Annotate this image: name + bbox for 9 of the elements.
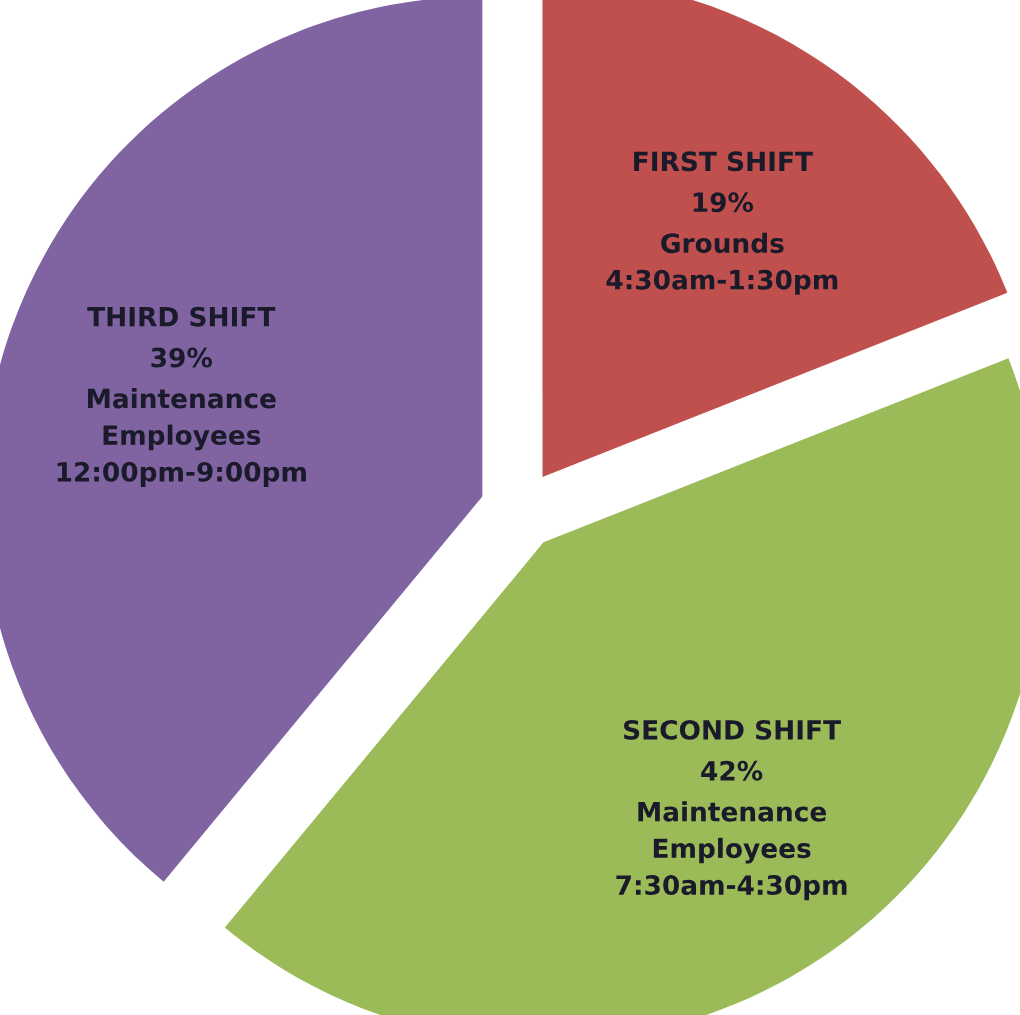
slice-label: FIRST SHIFT bbox=[634, 151, 813, 172]
slice-label: SECOND SHIFT bbox=[624, 719, 841, 740]
slice-label: THIRD SHIFT bbox=[87, 306, 276, 327]
text: Maintenance Employees 7:30am-4:30pm bbox=[616, 801, 847, 901]
text: Grounds 4:30am-1:30pm bbox=[606, 232, 838, 295]
data-label: 39% bbox=[151, 347, 213, 368]
data-label: 42% bbox=[701, 760, 763, 781]
data-label: 19% bbox=[693, 192, 754, 213]
text: Maintenance Employees 12:00pm-9:00pm bbox=[57, 388, 306, 487]
